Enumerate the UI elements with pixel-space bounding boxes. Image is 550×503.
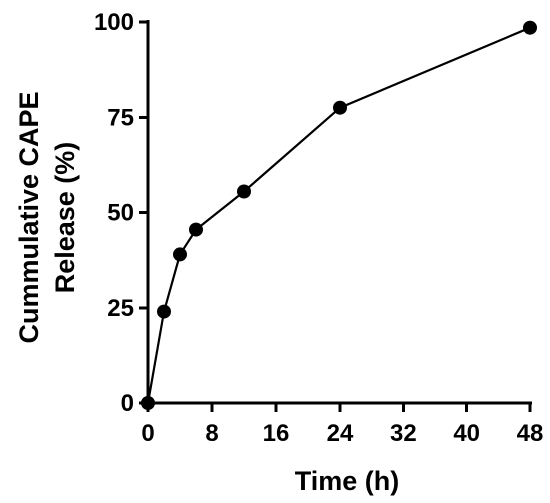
y-tick-label: 100 xyxy=(94,9,134,36)
x-tick-label: 16 xyxy=(263,420,290,447)
data-point xyxy=(237,184,251,199)
y-axis-title: Cummulative CAPE Release (%) xyxy=(14,91,80,343)
y-tick-label: 25 xyxy=(107,295,134,322)
x-tick-label: 24 xyxy=(327,420,354,447)
data-point xyxy=(523,20,537,35)
axes xyxy=(146,20,532,405)
y-axis-title-line-1: Cummulative CAPE xyxy=(14,91,44,343)
y-tick-label: 0 xyxy=(121,390,134,417)
x-tick-label: 0 xyxy=(141,420,154,447)
data-point xyxy=(189,222,203,237)
ticks: 0 25 50 75 100 0 8 16 24 32 40 48 xyxy=(94,9,543,447)
data-point xyxy=(141,396,155,410)
series-layer xyxy=(141,20,537,410)
data-point xyxy=(157,304,171,319)
y-tick-label: 75 xyxy=(107,104,134,131)
data-point xyxy=(333,100,347,115)
y-axis-title-line-2: Release (%) xyxy=(50,142,80,294)
x-tick-label: 40 xyxy=(453,420,480,447)
series-line xyxy=(146,26,531,404)
y-tick-label: 50 xyxy=(107,200,134,227)
data-point xyxy=(173,247,187,262)
x-tick-label: 32 xyxy=(390,420,417,447)
x-tick-label: 48 xyxy=(517,420,544,447)
x-axis-title: Time (h) xyxy=(295,466,400,496)
x-tick-label: 8 xyxy=(205,420,218,447)
